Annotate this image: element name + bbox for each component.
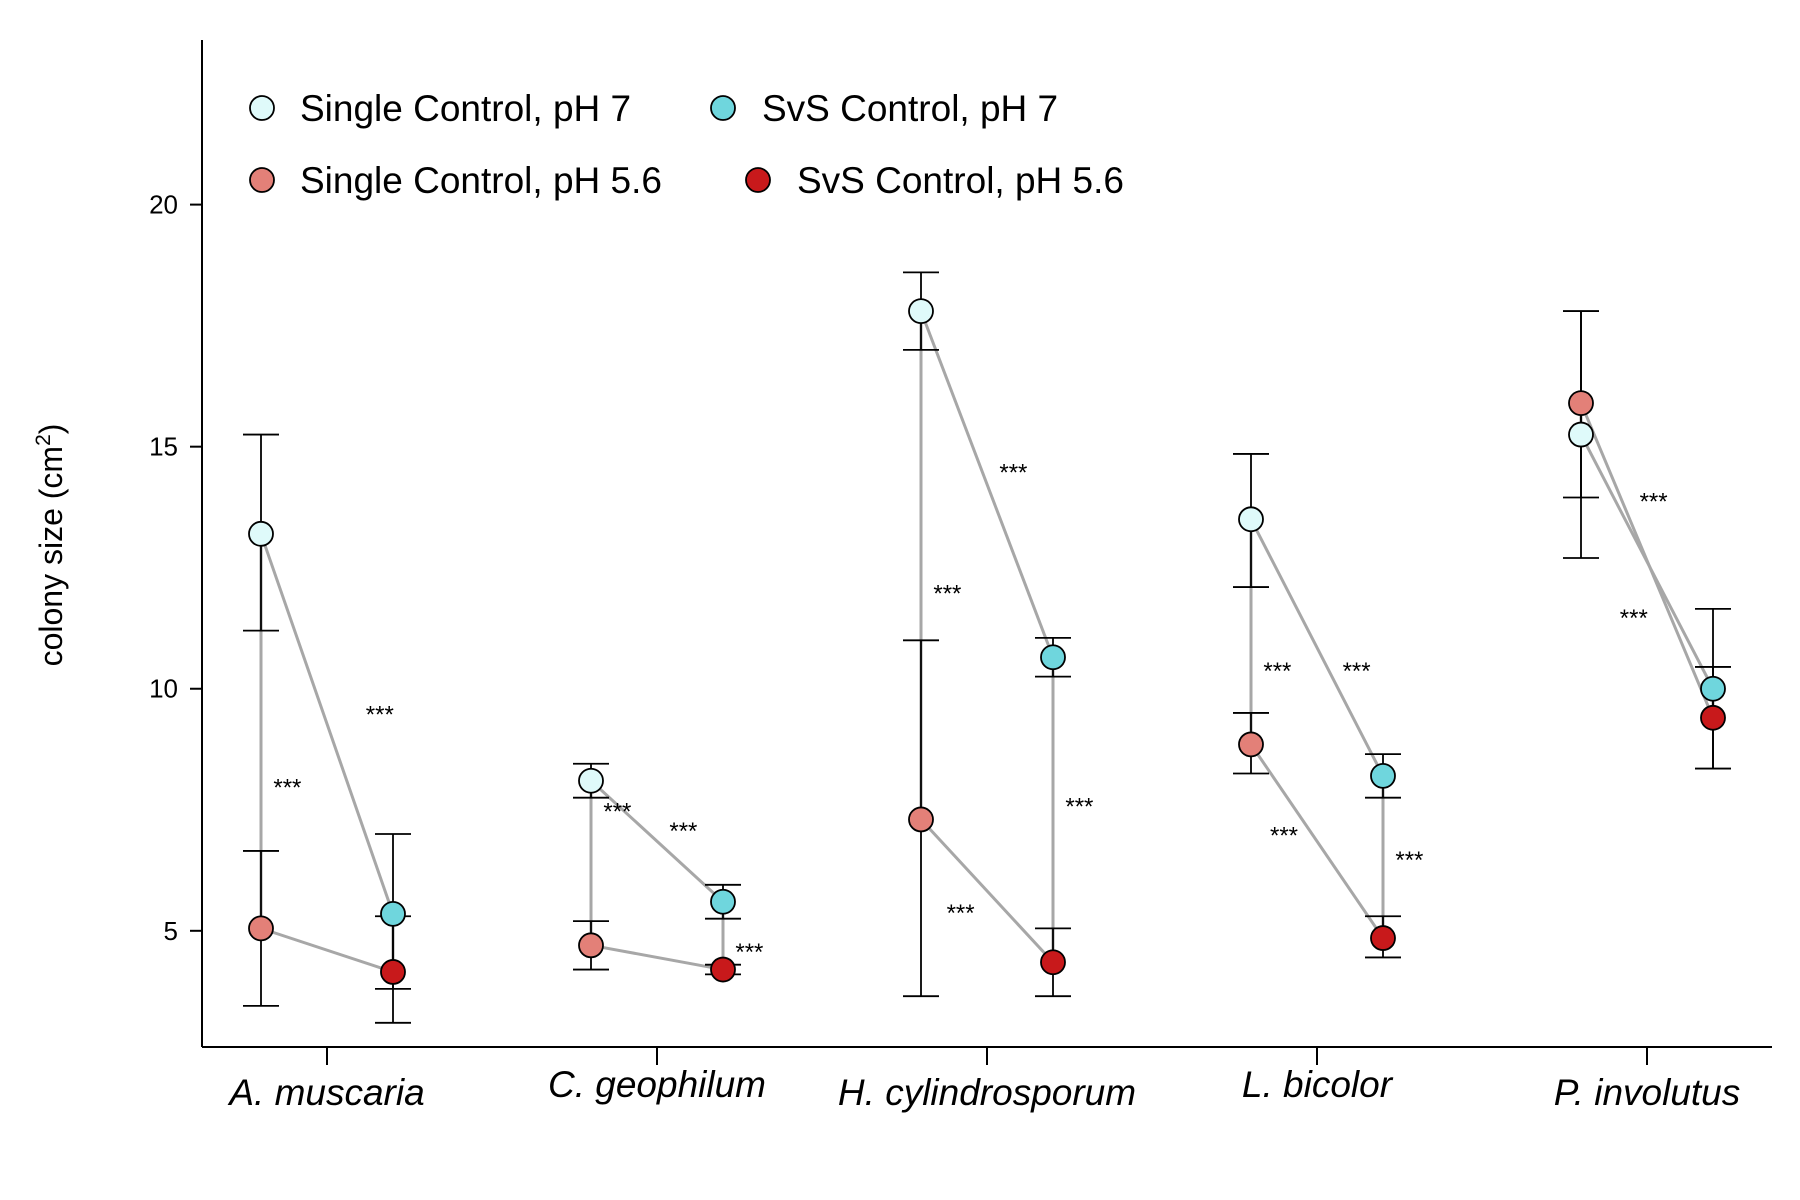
data-point bbox=[1370, 762, 1396, 789]
data-point bbox=[578, 767, 604, 794]
data-point bbox=[710, 888, 736, 915]
connector-line bbox=[259, 533, 395, 915]
connector-line bbox=[1579, 402, 1715, 719]
y-tick-label: 10 bbox=[149, 674, 178, 704]
significance-label: *** bbox=[366, 702, 394, 729]
significance-label: *** bbox=[1640, 489, 1668, 516]
significance-label: *** bbox=[1343, 658, 1371, 685]
data-point bbox=[1700, 675, 1726, 702]
legend: Single Control, pH 7 SvS Control, pH 7 Sin… bbox=[249, 88, 1124, 201]
legend-marker bbox=[745, 167, 771, 193]
connector-line bbox=[919, 310, 1055, 658]
data-point bbox=[1370, 925, 1396, 951]
legend-label: Single Control, pH 7 bbox=[300, 88, 631, 129]
x-tick-label: C. geophilum bbox=[548, 1064, 766, 1105]
x-tick-label: L. bicolor bbox=[1242, 1064, 1394, 1105]
connector-line bbox=[919, 818, 1055, 964]
data-point bbox=[1238, 731, 1264, 758]
data-point bbox=[248, 520, 274, 547]
connector-line bbox=[590, 943, 724, 972]
significance-label: *** bbox=[669, 818, 697, 845]
connector-line bbox=[1249, 518, 1385, 777]
connector-lines bbox=[259, 310, 1715, 974]
significance-label: *** bbox=[1263, 658, 1291, 685]
significance-label: *** bbox=[999, 460, 1027, 487]
significance-label: *** bbox=[1270, 823, 1298, 850]
y-axis-label: colony size (cm2) bbox=[32, 424, 69, 667]
data-point bbox=[248, 915, 274, 942]
x-tick-label: P. involutus bbox=[1554, 1072, 1741, 1113]
data-point bbox=[1238, 506, 1264, 533]
data-point bbox=[578, 932, 604, 959]
significance-label: *** bbox=[1065, 794, 1093, 821]
significance-label: *** bbox=[735, 939, 763, 966]
significance-label: *** bbox=[1620, 605, 1648, 632]
data-point bbox=[908, 298, 934, 325]
legend-label: SvS Control, pH 7 bbox=[762, 88, 1058, 129]
data-point bbox=[1040, 644, 1066, 671]
legend-marker bbox=[249, 95, 275, 121]
data-point bbox=[1568, 421, 1594, 448]
data-point bbox=[710, 956, 736, 983]
connector-line bbox=[260, 926, 394, 974]
significance-annotations: *** *** *** *** *** *** *** *** *** *** *** *** *** *… bbox=[273, 460, 1667, 966]
data-points bbox=[248, 298, 1726, 985]
x-tick-label: H. cylindrosporum bbox=[838, 1072, 1136, 1113]
y-tick-label: 15 bbox=[149, 432, 178, 462]
connector-line bbox=[589, 779, 725, 903]
data-point bbox=[1568, 390, 1594, 417]
data-point bbox=[1700, 704, 1726, 731]
connector-line bbox=[1249, 743, 1385, 939]
legend-marker bbox=[710, 95, 736, 121]
data-point bbox=[380, 959, 406, 985]
x-tick-label: A. muscaria bbox=[227, 1072, 424, 1113]
significance-label: *** bbox=[933, 581, 961, 608]
significance-label: *** bbox=[947, 900, 975, 927]
y-tick-label: 20 bbox=[149, 190, 178, 220]
significance-label: *** bbox=[603, 798, 631, 825]
significance-label: *** bbox=[1395, 847, 1423, 874]
legend-label: SvS Control, pH 5.6 bbox=[797, 160, 1124, 201]
significance-label: *** bbox=[273, 774, 301, 801]
data-point bbox=[380, 900, 406, 927]
y-tick-label: 5 bbox=[164, 916, 178, 946]
error-bars bbox=[243, 271, 1731, 1024]
axes: 5 10 15 20 A. muscaria C. geophilum H. cylindr… bbox=[32, 40, 1772, 1113]
legend-label: Single Control, pH 5.6 bbox=[300, 160, 662, 201]
legend-marker bbox=[249, 167, 275, 193]
data-point bbox=[1040, 949, 1066, 976]
data-point bbox=[908, 806, 934, 833]
